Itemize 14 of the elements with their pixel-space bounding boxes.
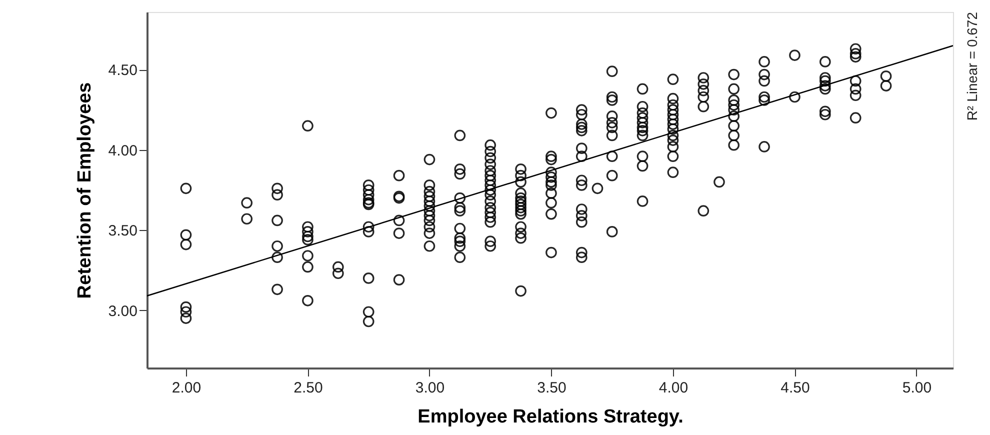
y-axis-title: Retention of Employees <box>74 82 96 299</box>
x-tick-label: 4.50 <box>780 380 810 396</box>
y-tick-label: 4.00 <box>108 142 138 160</box>
text: R² Linear = 0.672 <box>964 12 980 121</box>
y-tick-label: 4.50 <box>108 62 138 80</box>
x-tick-label: 3.50 <box>537 380 566 396</box>
y-tick-label: 3.00 <box>108 302 138 320</box>
y-tick-label: 3.50 <box>108 222 138 240</box>
x-tick-label: 3.00 <box>415 380 445 396</box>
x-tick-label: 4.00 <box>658 380 688 396</box>
x-tick-label: 5.00 <box>902 380 932 396</box>
x-tick-label: 2.50 <box>294 380 323 396</box>
x-axis-title: Employee Relations Strategy. <box>418 406 684 428</box>
x-tick-label: 2.00 <box>172 380 202 396</box>
